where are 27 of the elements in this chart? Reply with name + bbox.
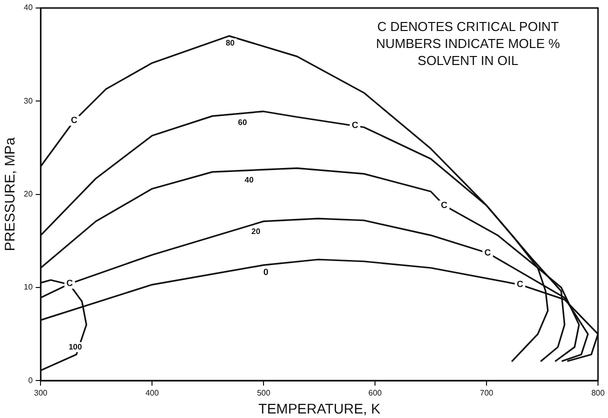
annotation: NUMBERS INDICATE MOLE % SOLVENT IN OIL bbox=[375, 35, 561, 69]
y-tick-label: 0 bbox=[28, 376, 34, 385]
annotation: 40 bbox=[244, 176, 254, 185]
y-tick-label: 40 bbox=[24, 3, 34, 12]
annotation: 60 bbox=[238, 118, 248, 127]
x-tick-label: 700 bbox=[480, 388, 494, 398]
annotation: 20 bbox=[251, 226, 261, 236]
y-tick-label: 10 bbox=[24, 282, 34, 292]
annotation: C bbox=[66, 278, 74, 288]
annotation: 80 bbox=[226, 38, 236, 48]
x-tick-label: 500 bbox=[256, 388, 271, 398]
y-tick-label: 20 bbox=[24, 190, 34, 199]
y-axis-title: PRESSURE, MPa bbox=[1, 137, 18, 252]
x-tick-label: 600 bbox=[368, 388, 382, 398]
annotation: 0 bbox=[263, 267, 268, 278]
x-tick-label: 800 bbox=[591, 388, 606, 398]
annotation: C bbox=[352, 120, 359, 130]
annotation: 100 bbox=[68, 342, 82, 352]
annotation: C bbox=[484, 247, 492, 258]
x-axis-title: TEMPERATURE, K bbox=[258, 400, 381, 416]
annotation: C bbox=[70, 115, 78, 126]
x-tick-label: 400 bbox=[145, 388, 160, 398]
x-tick-label: 300 bbox=[34, 388, 48, 398]
annotation: C bbox=[516, 279, 524, 290]
annotation: C DENOTES CRITICAL POINT bbox=[376, 18, 560, 35]
annotation: C bbox=[440, 200, 448, 210]
y-tick-label: 30 bbox=[24, 96, 34, 106]
